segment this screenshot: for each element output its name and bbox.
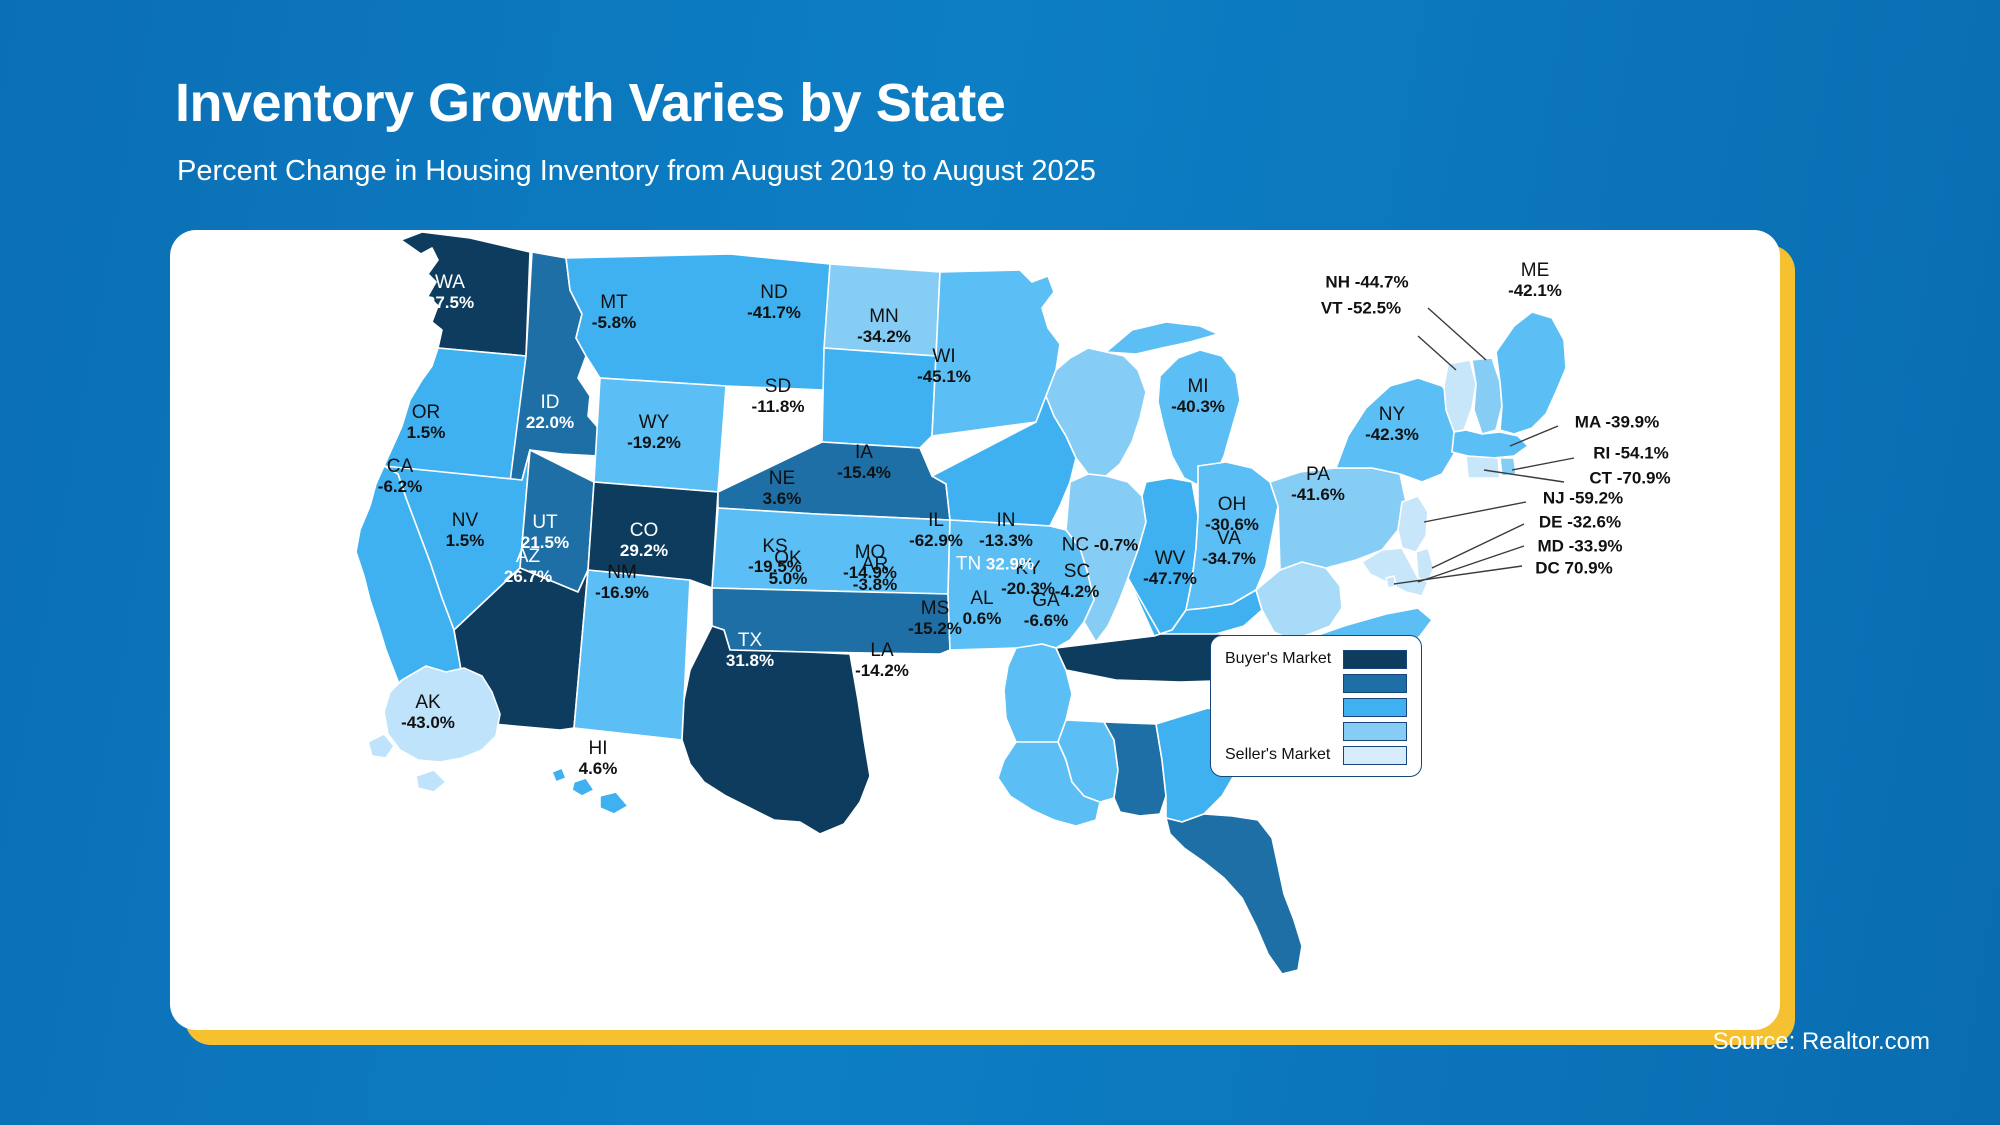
state-CO[interactable] [587,481,719,589]
state-ND[interactable] [823,263,941,357]
leader-line-de [1431,523,1525,569]
state-OR[interactable] [383,347,527,483]
state-MT[interactable] [565,253,831,391]
legend-seller-label: Seller's Market [1225,746,1331,763]
state-MN[interactable] [931,269,1061,437]
state-MI[interactable] [1105,321,1241,487]
map-card: WA 27.5% OR 1.5% ID 22.0% MT -5.8% ND -41.7% … [170,230,1780,1030]
state-MA[interactable] [1451,429,1529,459]
leader-line-nj [1423,501,1527,523]
state-KS[interactable] [711,507,951,595]
leader-line-vt [1417,335,1457,371]
page-title: Inventory Growth Varies by State [175,73,1006,133]
state-WI[interactable] [1045,347,1147,477]
state-DC[interactable] [1385,575,1397,589]
legend-swatch-4 [1343,722,1407,741]
legend-swatch-2 [1343,674,1407,693]
state-AK[interactable] [367,665,501,793]
choropleth-map: WA 27.5% OR 1.5% ID 22.0% MT -5.8% ND -41.7% … [170,230,1780,1030]
legend-swatch-3 [1343,698,1407,717]
state-RI[interactable] [1499,457,1517,477]
source-attribution: Source: Realtor.com [1712,1028,1930,1055]
state-DE[interactable] [1415,547,1435,583]
state-UT[interactable] [519,449,595,593]
page-subtitle: Percent Change in Housing Inventory from… [177,155,1096,187]
leader-line-ri [1511,457,1575,471]
state-HI[interactable] [551,767,629,815]
state-MO[interactable] [947,519,1095,651]
state-WA[interactable] [400,231,531,357]
leader-line-ma [1509,425,1559,447]
state-MD[interactable] [1361,547,1429,597]
state-WY[interactable] [593,377,727,493]
leader-line-nh [1427,307,1487,361]
legend-swatch-1 [1343,650,1407,669]
leader-line-ct [1483,469,1565,483]
state-NH[interactable] [1471,357,1503,435]
state-WV[interactable] [1255,561,1343,641]
legend-buyer-label: Buyer's Market [1225,650,1332,667]
state-IL[interactable] [1065,473,1147,643]
state-TX[interactable] [681,625,871,835]
state-NM[interactable] [573,569,691,741]
state-NY[interactable] [1335,377,1461,483]
state-SD[interactable] [821,347,937,449]
state-OK[interactable] [711,587,951,655]
state-NE[interactable] [717,441,951,521]
state-CT[interactable] [1465,455,1501,479]
state-ME[interactable] [1495,311,1567,435]
state-FL[interactable] [1165,813,1303,975]
leader-line-md [1417,545,1525,583]
us-map-svg [355,231,1575,975]
legend-swatch-5 [1343,746,1407,765]
state-NJ[interactable] [1397,495,1429,553]
leader-line-dc [1393,565,1523,585]
legend: Buyer's Market Seller's Market [1210,635,1422,777]
